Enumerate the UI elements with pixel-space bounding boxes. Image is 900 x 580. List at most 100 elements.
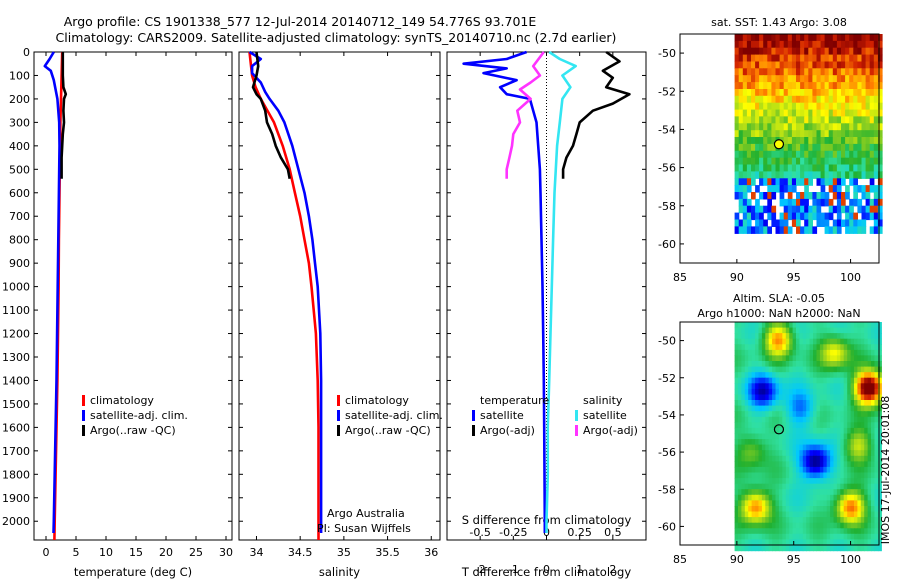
sst-cell: [812, 164, 818, 172]
sla-cell: [836, 528, 841, 535]
sla-cell: [833, 405, 838, 412]
sst-cell: [869, 116, 875, 124]
sla-cell: [765, 427, 770, 435]
sla-cell: [785, 405, 790, 412]
sst-cell: [738, 198, 744, 207]
sla-cell: [847, 322, 852, 329]
sla-cell: [802, 394, 807, 401]
sla-cell: [840, 338, 845, 345]
sst-cell: [861, 54, 867, 63]
sst-cell: [828, 102, 834, 111]
sla-cell: [778, 455, 783, 462]
sst-cell: [808, 40, 813, 49]
sst-cell: [824, 192, 830, 200]
sla-cell: [792, 394, 797, 401]
sla-cell: [864, 472, 869, 479]
sla-cell: [877, 372, 882, 379]
sst-cell: [800, 40, 805, 49]
sst-cell: [796, 150, 801, 159]
sla-cell: [796, 377, 800, 384]
sla-cell: [809, 405, 814, 412]
sla-cell: [782, 472, 787, 479]
sst-cell: [742, 171, 748, 179]
sla-cell: [755, 383, 760, 390]
sla-cell: [874, 483, 879, 490]
sst-cell: [742, 198, 748, 207]
sla-cell: [761, 405, 766, 412]
sla-cell: [830, 394, 835, 401]
sla-cell: [857, 472, 862, 479]
sst-cell: [865, 198, 871, 207]
sla-cell: [772, 405, 777, 412]
sst-cell: [800, 102, 805, 111]
sla-cell: [734, 517, 739, 524]
sla-cell: [857, 433, 862, 440]
sla-cell: [816, 422, 821, 429]
sla-cell: [785, 472, 790, 479]
sla-cell: [830, 545, 835, 552]
sst-cell: [771, 212, 777, 221]
sla-cell: [785, 528, 790, 535]
sst-cell: [853, 143, 858, 152]
sla-cell: [826, 327, 831, 334]
sla-cell: [792, 372, 797, 379]
sla-cell: [813, 545, 817, 552]
sla-cell: [748, 366, 753, 373]
sla-cell: [734, 388, 739, 396]
sla-cell: [843, 533, 848, 540]
sla-cell: [768, 545, 773, 552]
sla-cell: [819, 472, 824, 479]
sla-cell: [792, 383, 797, 390]
sla-cell: [785, 427, 790, 435]
sla-cell: [748, 511, 753, 518]
sst-cell: [775, 171, 781, 179]
sla-cell: [758, 327, 763, 334]
sst-cell: [841, 89, 846, 97]
sla-cell: [826, 377, 831, 384]
sla-cell: [789, 327, 794, 334]
sst-cell: [783, 61, 789, 69]
sla-cell: [864, 366, 869, 373]
sla-cell: [761, 444, 766, 451]
sst-cell: [845, 34, 850, 42]
sla-cell: [734, 455, 739, 462]
sst-cell: [746, 157, 752, 166]
sla-cell: [874, 472, 879, 479]
sst-cell: [857, 226, 863, 234]
sla-cell: [751, 405, 756, 412]
sla-cell: [806, 388, 811, 396]
sst-cell: [849, 143, 854, 152]
sst-cell: [763, 143, 768, 152]
sla-cell: [802, 545, 807, 552]
sst-cell: [812, 116, 818, 124]
sla-cell: [823, 455, 828, 462]
sst-cell: [832, 61, 838, 69]
sst-cell: [812, 89, 818, 97]
sla-cell: [768, 533, 773, 540]
sla-cell: [799, 533, 804, 540]
sst-cell: [734, 89, 740, 97]
figure-title-line2: Climatology: CARS2009. Satellite-adjuste…: [56, 30, 617, 45]
sla-cell: [799, 450, 804, 457]
sla-cell: [877, 394, 882, 401]
sla-cell: [809, 322, 814, 329]
sst-cell: [746, 164, 752, 172]
sla-cell: [785, 333, 790, 340]
y-tick-label: 1400: [2, 374, 30, 387]
sst-cell: [775, 54, 781, 63]
sla-cell: [772, 377, 777, 384]
sla-cell: [755, 511, 760, 518]
sst-cell: [755, 137, 760, 145]
sla-cell: [877, 478, 882, 485]
sst-cell: [828, 130, 834, 138]
legend-swatch: [82, 395, 85, 406]
sst-cell: [751, 82, 756, 90]
sla-cell: [823, 361, 828, 368]
sla-cell: [738, 361, 742, 368]
sst-cell: [845, 40, 850, 49]
sla-cell: [785, 466, 790, 474]
sst-cell: [746, 116, 752, 124]
sst-cell: [742, 68, 748, 76]
sla-cell: [765, 355, 770, 362]
sst-cell: [861, 116, 867, 124]
